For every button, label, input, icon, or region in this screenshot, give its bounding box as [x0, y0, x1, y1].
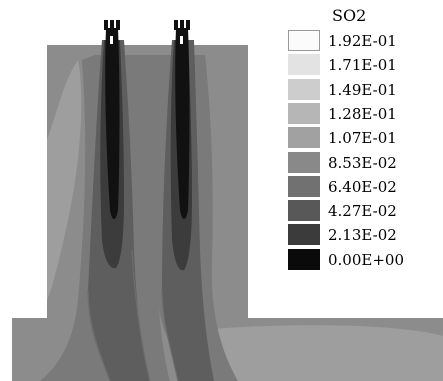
legend-label: 6.40E-02	[328, 177, 397, 196]
legend-swatch	[288, 54, 320, 76]
legend-label: 1.07E-01	[328, 129, 397, 148]
legend-swatch	[288, 175, 320, 197]
legend-label: 1.71E-01	[328, 56, 397, 75]
legend-row: 8.53E-02	[288, 151, 438, 173]
light-patch-bottom	[205, 325, 443, 381]
legend-label: 0.00E+00	[328, 250, 405, 269]
legend: SO2 1.92E-01 1.71E-01 1.49E-01 1.28E-01 1.07…	[288, 6, 438, 286]
legend-row: 4.27E-02	[288, 200, 438, 222]
light-patch-left	[47, 60, 82, 300]
legend-swatch	[288, 78, 320, 100]
legend-swatch	[288, 102, 320, 124]
legend-row: 0.00E+00	[288, 248, 438, 270]
plume-core-right	[175, 28, 190, 219]
legend-row: 2.13E-02	[288, 224, 438, 246]
legend-row: 1.28E-01	[288, 102, 438, 124]
contour-line	[161, 289, 179, 381]
legend-swatch	[288, 127, 320, 149]
legend-label: 4.27E-02	[328, 202, 397, 221]
legend-label: 8.53E-02	[328, 153, 397, 172]
legend-row: 6.40E-02	[288, 175, 438, 197]
legend-row: 1.71E-01	[288, 54, 438, 76]
legend-swatch	[288, 248, 320, 270]
nozzle-right	[174, 20, 190, 44]
legend-swatch	[288, 151, 320, 173]
legend-swatch	[288, 200, 320, 222]
legend-swatch	[288, 224, 320, 246]
legend-row: 1.07E-01	[288, 127, 438, 149]
legend-label: 2.13E-02	[328, 226, 397, 245]
contour-line	[131, 249, 151, 381]
legend-row: 1.49E-01	[288, 78, 438, 100]
legend-title: SO2	[332, 6, 367, 25]
contour-line	[87, 289, 111, 381]
legend-label: 1.28E-01	[328, 104, 397, 123]
legend-row: 1.92E-01	[288, 30, 438, 51]
plume-core-left	[105, 28, 120, 219]
legend-swatch	[288, 30, 320, 51]
nozzle-left	[104, 20, 120, 44]
legend-label: 1.92E-01	[328, 32, 397, 50]
legend-label: 1.49E-01	[328, 80, 397, 99]
